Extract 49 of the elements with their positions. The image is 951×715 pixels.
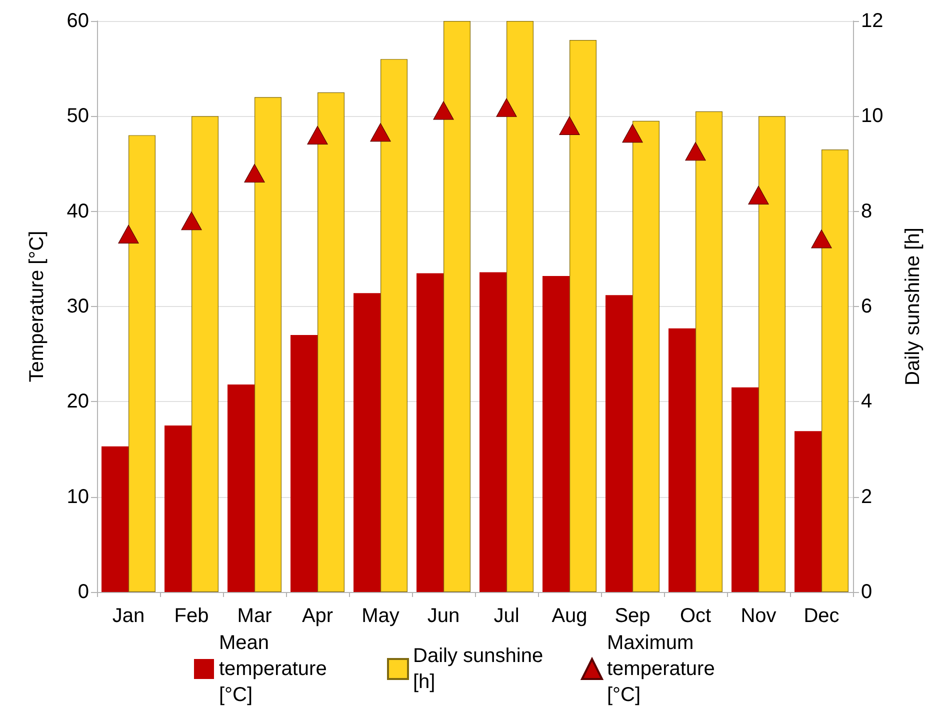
point [685, 142, 706, 161]
point [244, 164, 265, 183]
x-tick-label: Mar [237, 605, 272, 627]
point [370, 123, 391, 142]
x-tick-label: Jan [112, 605, 145, 627]
y2-tick-label: 4 [861, 390, 872, 413]
bar [758, 116, 786, 592]
y-tick-label: 50 [66, 105, 89, 128]
y-tick-label: 10 [66, 486, 89, 508]
y2-tick-label: 8 [861, 200, 872, 222]
y-tick-label: 60 [66, 10, 89, 32]
x-tick-label: Sep [614, 605, 650, 627]
bar [254, 97, 282, 592]
point [118, 224, 139, 244]
x-tick-label: Feb [174, 605, 209, 627]
point [559, 116, 580, 135]
point [622, 124, 643, 143]
y-tick-label: 0 [78, 581, 89, 603]
x-tick-label: Dec [804, 605, 840, 627]
legend-label: Mean temperature [°C] [219, 632, 332, 706]
y-tick-label: 20 [66, 390, 89, 413]
y2-tick-label: 10 [861, 105, 884, 128]
y2-tick-label: 0 [861, 581, 872, 603]
x-tick-label: Nov [740, 605, 776, 627]
y2-tick-label: 6 [861, 296, 872, 318]
bar [128, 135, 156, 592]
legend-label: Maximum temperature [°C] [607, 632, 720, 706]
x-tick-label: Aug [552, 605, 588, 627]
point [433, 101, 454, 120]
bar [822, 149, 848, 592]
bar [192, 116, 218, 592]
y-tick-label: 40 [66, 200, 89, 222]
y2-tick-label: 2 [861, 486, 872, 508]
point [496, 98, 517, 117]
y-tick-label: 30 [66, 296, 89, 318]
legend-label: Daily sunshine [h] [413, 645, 549, 693]
point [181, 212, 202, 230]
x-tick-label: Apr [302, 605, 334, 627]
point [811, 230, 832, 248]
y-axis-title: Temperature [°C] [26, 230, 48, 382]
y2-axis-title: Daily sunshine [h] [902, 228, 924, 386]
x-tick-label: May [362, 605, 400, 627]
point [748, 186, 769, 204]
y2-tick-label: 12 [861, 10, 884, 32]
point [307, 126, 328, 144]
bar [102, 446, 128, 592]
x-tick-label: Oct [680, 605, 712, 627]
x-tick-label: Jul [494, 605, 520, 627]
x-tick-label: Jun [427, 605, 460, 627]
